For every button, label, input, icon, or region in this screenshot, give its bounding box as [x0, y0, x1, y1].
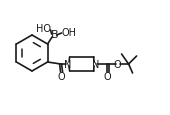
Text: OH: OH	[61, 28, 76, 38]
Text: N: N	[64, 59, 71, 69]
Text: O: O	[58, 71, 65, 81]
Text: O: O	[114, 59, 121, 69]
Text: HO: HO	[36, 24, 51, 34]
Text: B: B	[51, 30, 58, 40]
Text: O: O	[104, 71, 111, 81]
Text: N: N	[92, 59, 99, 69]
